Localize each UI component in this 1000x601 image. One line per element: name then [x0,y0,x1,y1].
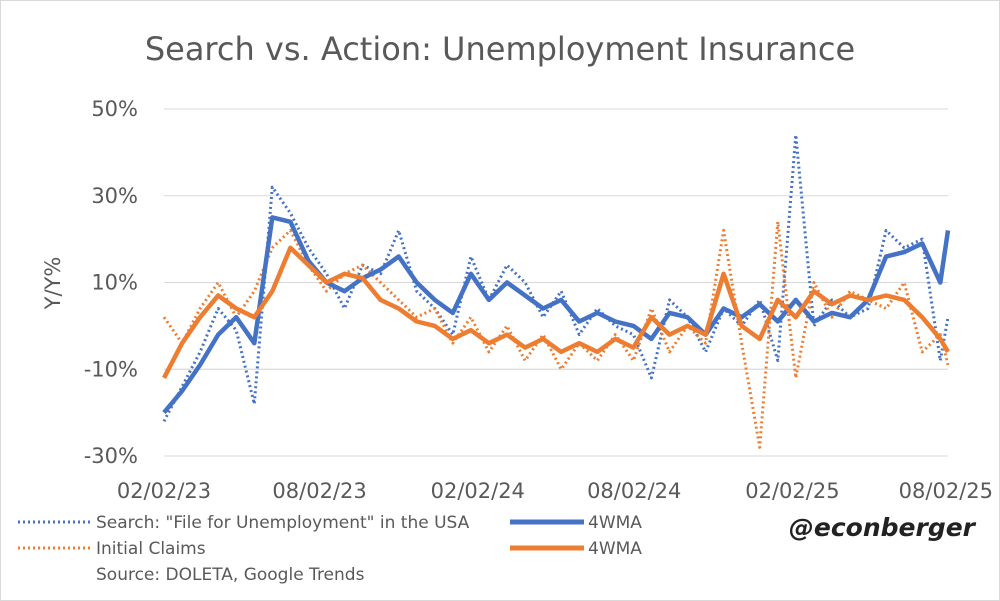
y-tick-label: -10% [84,357,138,381]
series-group [162,133,951,449]
gridlines [164,108,948,457]
series-line-3 [162,245,950,379]
y-axis-label: Y/Y% [41,257,65,311]
x-tick-label: 08/02/23 [272,479,366,503]
y-tick-label: -30% [84,444,138,468]
y-tick-label: 10% [91,271,138,295]
author-credit: @econberger [789,513,977,542]
x-tick-label: 08/02/24 [587,479,681,503]
x-tick-labels: 02/02/23 08/02/23 02/02/24 08/02/24 02/02/25… [117,479,993,503]
source-note: Source: DOLETA, Google Trends [96,565,365,585]
chart-title: Search vs. Action: Unemployment Insuranc… [145,30,855,68]
x-tick-label: 02/02/24 [431,479,525,503]
x-tick-label: 02/02/25 [745,479,839,503]
series-line-1 [162,215,951,415]
legend-label-claims-4wma: 4WMA [588,539,642,559]
y-tick-label: 30% [91,184,138,208]
x-tick-label: 08/02/25 [899,479,993,503]
y-tick-labels: 50% 30% 10% -10% -30% [84,97,138,468]
legend: Search: "File for Unemployment" in the U… [18,513,642,559]
legend-label-search-4wma: 4WMA [588,513,642,533]
legend-label-search: Search: "File for Unemployment" in the U… [96,513,470,533]
legend-label-claims: Initial Claims [96,539,206,559]
x-tick-label: 02/02/23 [117,479,211,503]
y-tick-label: 50% [91,97,138,121]
